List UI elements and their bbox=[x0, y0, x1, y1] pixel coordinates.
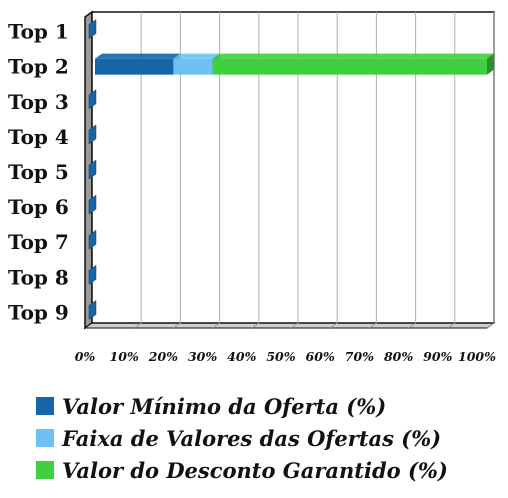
x-tick-label: 70% bbox=[345, 349, 374, 364]
legend-swatch-faixa-valores bbox=[36, 429, 54, 447]
category-label: Top 4 bbox=[8, 125, 69, 149]
bar-segment bbox=[212, 53, 494, 75]
gridline-floor bbox=[290, 322, 299, 329]
legend-item-faixa-valores: Faixa de Valores das Ofertas (%) bbox=[36, 422, 448, 454]
x-tick-label: 10% bbox=[110, 349, 139, 364]
category-label: Top 6 bbox=[8, 195, 69, 219]
x-tick-label: 60% bbox=[306, 349, 335, 364]
gridline-floor bbox=[212, 322, 220, 329]
category-label: Top 5 bbox=[8, 160, 69, 184]
legend-swatch-valor-minimo bbox=[36, 397, 54, 415]
x-tick-label: 100% bbox=[458, 349, 496, 364]
category-label: Top 1 bbox=[8, 20, 69, 44]
bar-segment bbox=[88, 124, 97, 145]
legend-swatch-desconto-garantido bbox=[36, 461, 54, 479]
gridline-floor bbox=[369, 322, 377, 329]
x-tick-label: 50% bbox=[266, 349, 295, 364]
bars bbox=[88, 19, 494, 320]
x-tick-label: 20% bbox=[148, 349, 178, 364]
gridline-floor bbox=[447, 322, 456, 329]
category-labels: Top 1 Top 2 Top 3 Top 4 Top 5 Top 6 Top 7 Top 8… bbox=[8, 20, 69, 325]
bar-segment bbox=[88, 194, 97, 215]
legend-label-valor-minimo: Valor Mínimo da Oferta (%) bbox=[62, 393, 387, 419]
legend-label-desconto-garantido: Valor do Desconto Garantido (%) bbox=[62, 457, 448, 483]
bar-segment bbox=[88, 89, 97, 110]
gridline-floor bbox=[486, 322, 495, 329]
category-label: Top 8 bbox=[8, 265, 69, 289]
x-tick-labels: 0% 10% 20% 30% 40% 50% 60% 70% 80% 90% 100% bbox=[75, 349, 496, 364]
gridline-floor bbox=[173, 322, 181, 329]
x-tick-label: 0% bbox=[75, 349, 96, 364]
legend: Valor Mínimo da Oferta (%) Faixa de Valo… bbox=[36, 390, 448, 486]
gridline-floor bbox=[408, 322, 416, 329]
bar-segment bbox=[95, 53, 181, 75]
x-tick-label: 40% bbox=[227, 349, 256, 364]
category-label: Top 9 bbox=[8, 300, 69, 324]
category-label: Top 7 bbox=[8, 230, 69, 254]
gridline-floor bbox=[251, 322, 260, 329]
legend-item-valor-minimo: Valor Mínimo da Oferta (%) bbox=[36, 390, 448, 422]
gridline-floor bbox=[329, 322, 338, 329]
legend-item-desconto-garantido: Valor do Desconto Garantido (%) bbox=[36, 454, 448, 486]
x-tick-label: 90% bbox=[423, 349, 452, 364]
category-label: Top 2 bbox=[8, 55, 69, 79]
bar-segment bbox=[88, 159, 97, 180]
legend-label-faixa-valores: Faixa de Valores das Ofertas (%) bbox=[62, 425, 442, 451]
x-tick-label: 80% bbox=[384, 349, 413, 364]
bar-segment bbox=[88, 19, 97, 40]
bar-segment bbox=[88, 299, 97, 320]
gridline-floor bbox=[133, 322, 142, 329]
category-label: Top 3 bbox=[8, 90, 69, 114]
x-tick-label: 30% bbox=[188, 349, 217, 364]
bar-segment bbox=[88, 229, 97, 250]
bar-segment bbox=[88, 264, 97, 285]
